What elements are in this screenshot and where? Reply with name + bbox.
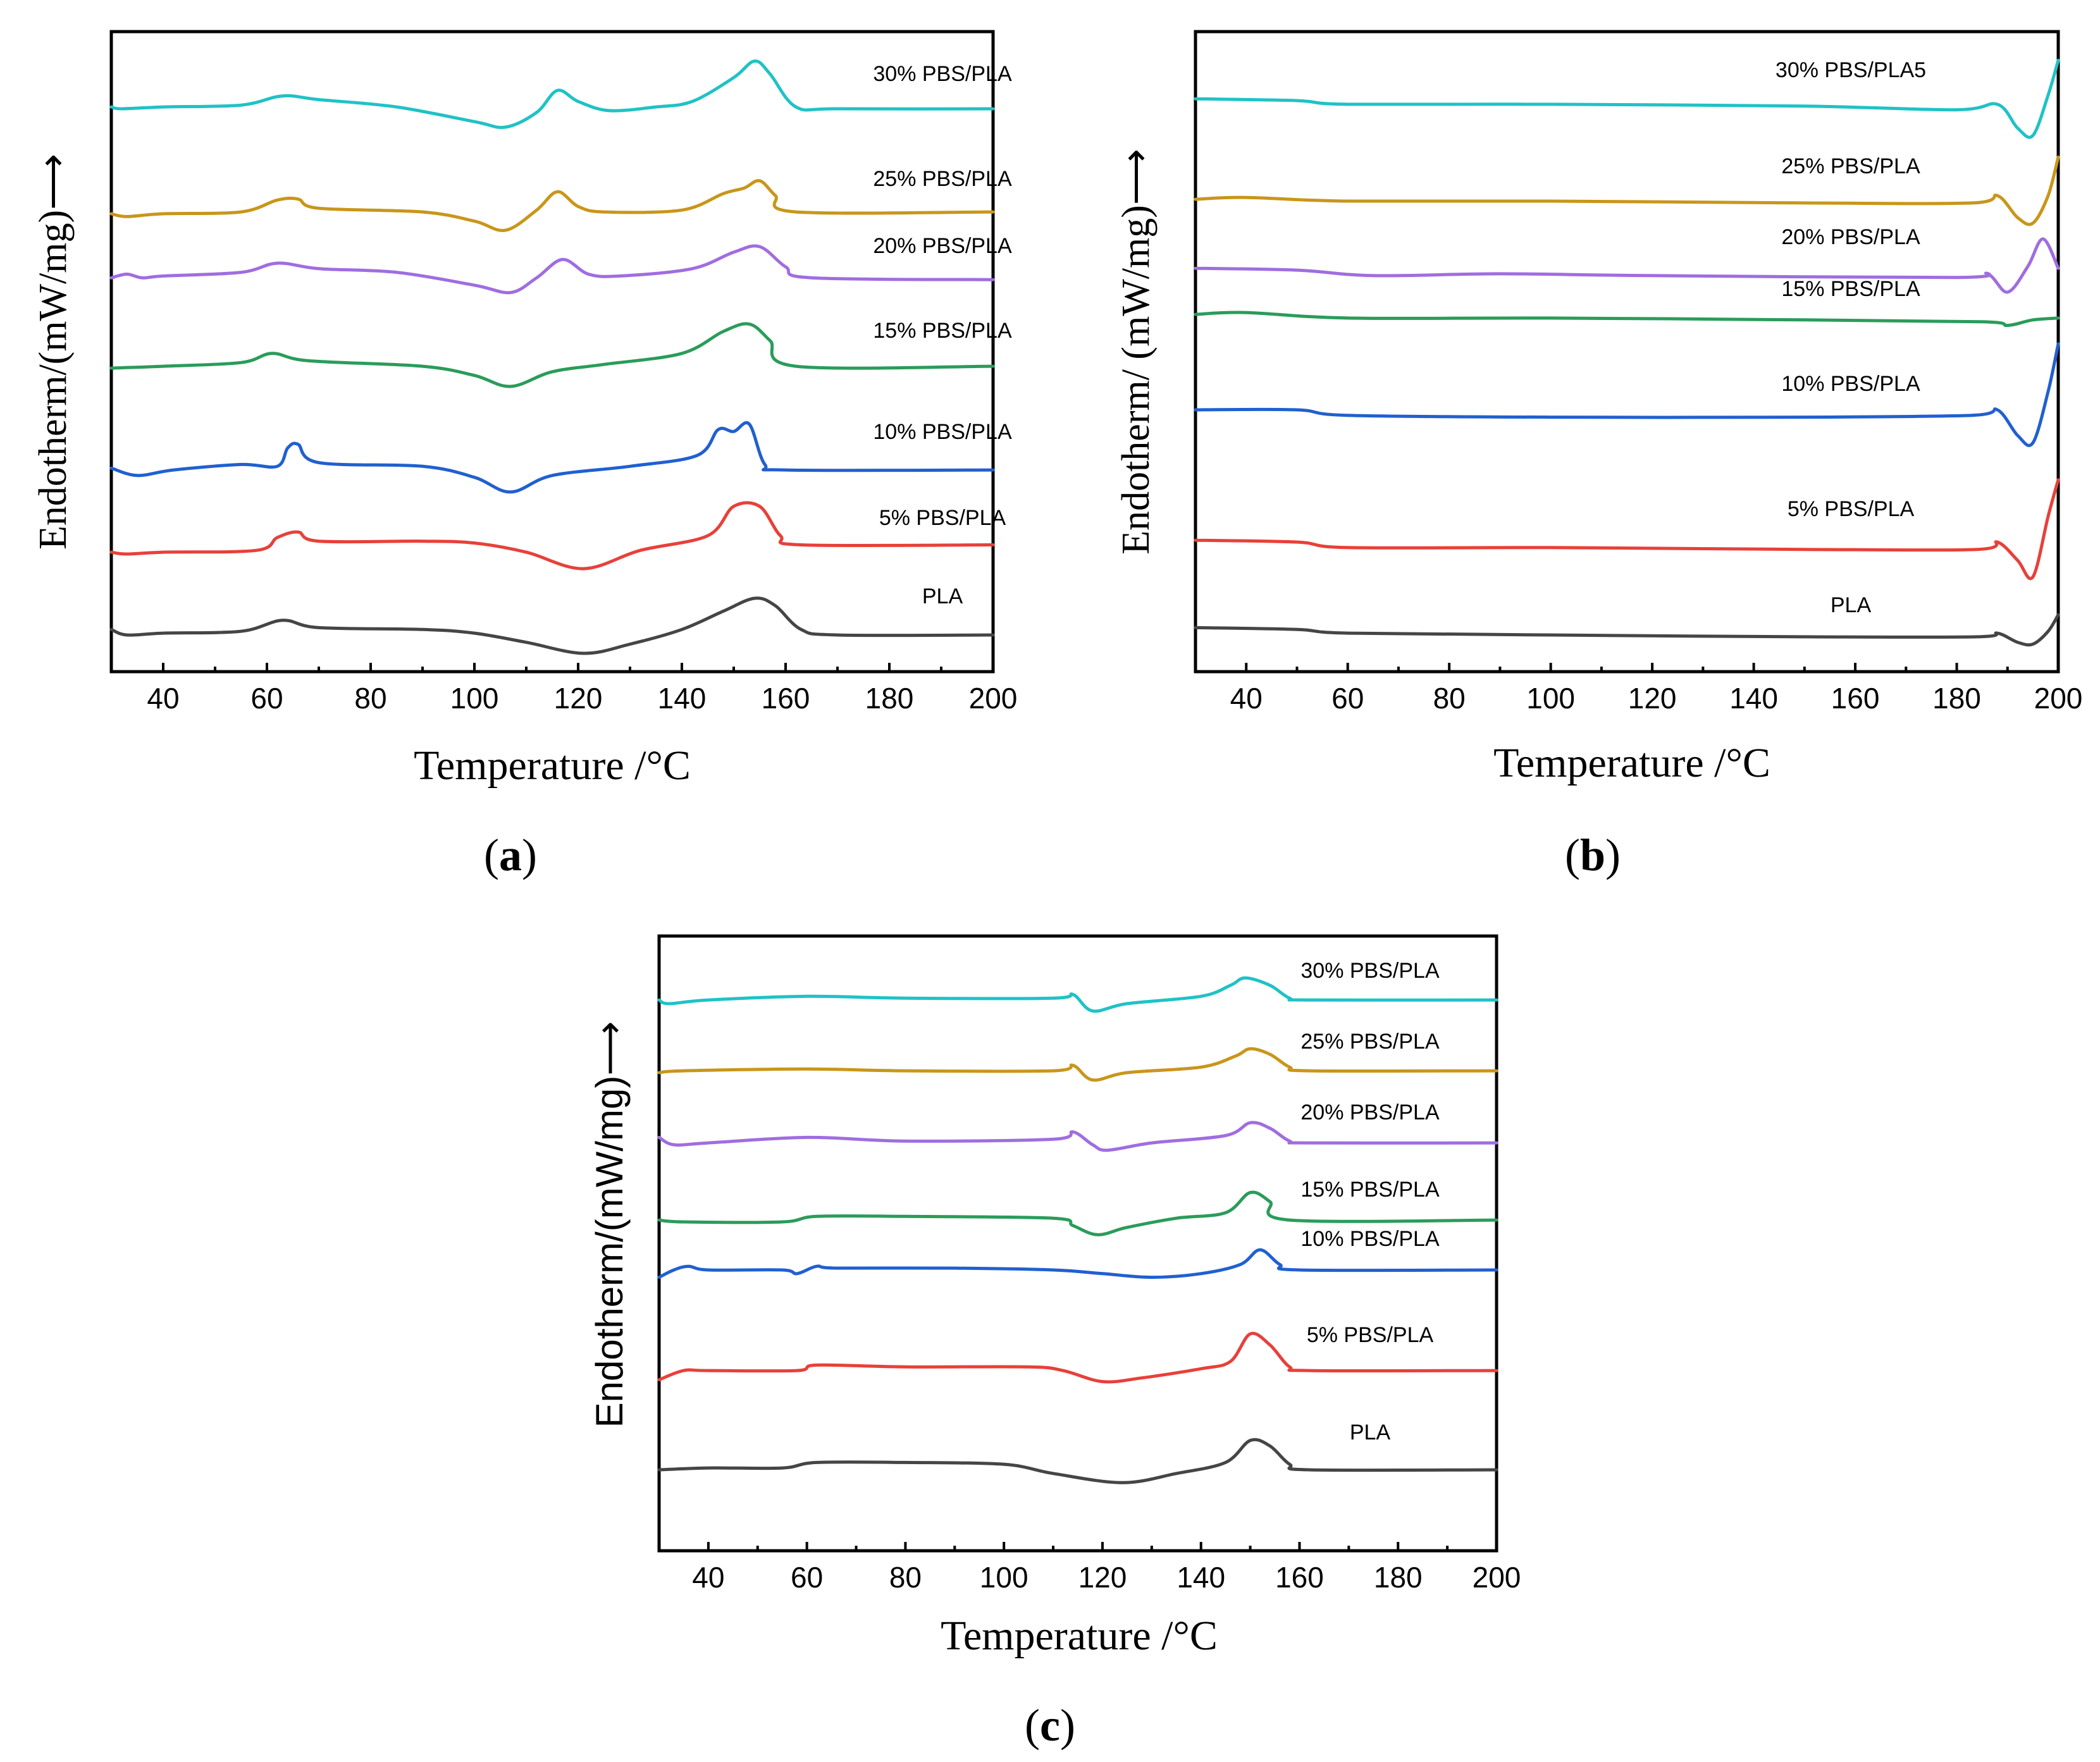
x-tick-label-b-180: 180 bbox=[1932, 682, 1981, 715]
series-label-c-2: 20% PBS/PLA bbox=[1300, 1100, 1440, 1124]
x-tick-label-c-120: 120 bbox=[1078, 1561, 1127, 1594]
series-label-a-4: 10% PBS/PLA bbox=[873, 420, 1012, 444]
series-label-b-6: PLA bbox=[1831, 593, 1872, 617]
x-tick-label-a-160: 160 bbox=[762, 682, 810, 715]
series-label-b-0: 30% PBS/PLA5 bbox=[1776, 58, 1926, 82]
series-label-b-2: 20% PBS/PLA bbox=[1781, 225, 1920, 249]
series-line-a-5 bbox=[109, 501, 995, 570]
panel-letter-a: a bbox=[499, 830, 522, 880]
panel-letter-c: c bbox=[1040, 1700, 1060, 1751]
x-tick-label-b-120: 120 bbox=[1628, 682, 1677, 715]
plot-frame-c bbox=[657, 934, 1498, 1553]
y-axis-title-a: Endotherm/(mW/mg)⟶ bbox=[32, 154, 75, 550]
x-tick-label-c-60: 60 bbox=[791, 1561, 823, 1594]
panel-label-c: (c) bbox=[1025, 1700, 1075, 1751]
x-tick-label-b-100: 100 bbox=[1526, 682, 1575, 715]
series-line-c-6 bbox=[657, 1438, 1498, 1484]
series-line-a-3 bbox=[109, 322, 995, 388]
curves-a bbox=[109, 59, 995, 655]
series-line-c-0 bbox=[657, 976, 1498, 1013]
chart-panel-c: 40 60 80 100 120 140 160 180 200 30% PBS/PLA 25% … bbox=[588, 934, 1521, 1751]
x-tick-label-a-180: 180 bbox=[865, 682, 914, 715]
series-line-b-6 bbox=[1194, 613, 2060, 647]
series-line-b-3 bbox=[1194, 311, 2060, 328]
series-labels-c: 30% PBS/PLA 25% PBS/PLA 20% PBS/PLA 15% PBS… bbox=[1300, 959, 1440, 1445]
x-tick-label-a-120: 120 bbox=[554, 682, 603, 715]
x-tick-label-b-60: 60 bbox=[1331, 682, 1364, 715]
x-axis-title-b: Temperature /°C bbox=[1493, 740, 1770, 786]
series-line-c-4 bbox=[657, 1248, 1498, 1279]
x-tick-label-a-60: 60 bbox=[250, 682, 283, 715]
series-line-a-0 bbox=[109, 59, 995, 130]
x-tick-label-b-40: 40 bbox=[1230, 682, 1263, 715]
series-line-c-1 bbox=[657, 1047, 1498, 1082]
x-tick-label-b-200: 200 bbox=[2034, 682, 2083, 715]
curves-c bbox=[657, 976, 1498, 1484]
series-line-c-5 bbox=[657, 1331, 1498, 1384]
series-label-c-6: PLA bbox=[1350, 1420, 1391, 1445]
series-line-b-4 bbox=[1194, 342, 2060, 447]
x-tick-label-a-140: 140 bbox=[658, 682, 707, 715]
x-axis-title-c: Temperature /°C bbox=[941, 1613, 1218, 1659]
x-tick-label-c-200: 200 bbox=[1473, 1561, 1521, 1594]
series-label-a-6: PLA bbox=[922, 584, 963, 608]
series-label-b-3: 15% PBS/PLA bbox=[1781, 277, 1920, 301]
series-line-c-2 bbox=[657, 1121, 1498, 1152]
panel-label-a: (a) bbox=[484, 830, 537, 880]
series-line-a-4 bbox=[109, 421, 995, 494]
x-axis-title-a: Temperature /°C bbox=[414, 742, 691, 789]
series-label-c-0: 30% PBS/PLA bbox=[1300, 959, 1440, 983]
series-label-a-1: 25% PBS/PLA bbox=[873, 167, 1012, 191]
x-tick-label-b-140: 140 bbox=[1729, 682, 1778, 715]
series-line-b-2 bbox=[1194, 237, 2060, 294]
chart-panel-a: 40 60 80 100 120 140 160 180 200 30% PBS/PLA 25% … bbox=[32, 30, 1018, 880]
series-label-c-4: 10% PBS/PLA bbox=[1300, 1227, 1440, 1251]
series-label-b-5: 5% PBS/PLA bbox=[1788, 497, 1915, 521]
series-line-a-2 bbox=[109, 244, 995, 295]
series-labels-b: 30% PBS/PLA5 25% PBS/PLA 20% PBS/PLA 15% PB… bbox=[1776, 58, 1926, 617]
chart-panel-b: 40 60 80 100 120 140 160 180 200 30% PBS/PLA5 25%… bbox=[1115, 30, 2083, 880]
panel-letter-b: b bbox=[1580, 830, 1605, 880]
x-tick-label-c-160: 160 bbox=[1275, 1561, 1324, 1594]
series-line-b-1 bbox=[1194, 155, 2060, 226]
x-tick-label-c-40: 40 bbox=[692, 1561, 724, 1594]
series-label-b-1: 25% PBS/PLA bbox=[1781, 154, 1920, 178]
plot-frame-a bbox=[109, 30, 995, 674]
curves-b bbox=[1194, 58, 2060, 647]
x-axis-ticks-b: 40 60 80 100 120 140 160 180 200 bbox=[1194, 663, 2083, 715]
x-axis-ticks-c: 40 60 80 100 120 140 160 180 200 bbox=[658, 1542, 1521, 1594]
y-axis-title-c: Endotherm/(mW/mg)⟶ bbox=[588, 1021, 631, 1428]
x-tick-label-a-100: 100 bbox=[450, 682, 499, 715]
x-tick-label-a-80: 80 bbox=[354, 682, 386, 715]
x-tick-label-a-200: 200 bbox=[969, 682, 1018, 715]
plot-frame-b bbox=[1194, 30, 2060, 674]
x-tick-label-b-160: 160 bbox=[1831, 682, 1880, 715]
x-tick-label-c-140: 140 bbox=[1177, 1561, 1225, 1594]
x-tick-label-b-80: 80 bbox=[1433, 682, 1466, 715]
y-axis-title-b: Endotherm/ (mW/mg)⟶ bbox=[1115, 149, 1158, 555]
series-label-c-5: 5% PBS/PLA bbox=[1307, 1323, 1434, 1347]
series-label-c-1: 25% PBS/PLA bbox=[1300, 1030, 1440, 1054]
x-axis-ticks-a: 40 60 80 100 120 140 160 180 200 bbox=[110, 663, 1018, 715]
series-label-a-3: 15% PBS/PLA bbox=[873, 319, 1012, 343]
series-line-c-3 bbox=[657, 1190, 1498, 1236]
x-tick-label-c-180: 180 bbox=[1374, 1561, 1423, 1594]
series-line-a-6 bbox=[109, 596, 995, 655]
panel-label-b: (b) bbox=[1565, 830, 1621, 880]
series-label-a-5: 5% PBS/PLA bbox=[879, 506, 1006, 530]
series-labels-a: 30% PBS/PLA 25% PBS/PLA 20% PBS/PLA 15% PBS… bbox=[873, 62, 1012, 608]
x-tick-label-c-80: 80 bbox=[889, 1561, 922, 1594]
series-line-b-0 bbox=[1194, 58, 2060, 139]
series-label-c-3: 15% PBS/PLA bbox=[1300, 1178, 1440, 1202]
series-label-b-4: 10% PBS/PLA bbox=[1781, 372, 1920, 396]
x-tick-label-c-100: 100 bbox=[980, 1561, 1028, 1594]
series-line-b-5 bbox=[1194, 478, 2060, 581]
x-tick-label-a-40: 40 bbox=[147, 682, 179, 715]
series-label-a-2: 20% PBS/PLA bbox=[873, 234, 1012, 258]
series-label-a-0: 30% PBS/PLA bbox=[873, 62, 1012, 86]
series-line-a-1 bbox=[109, 179, 995, 233]
